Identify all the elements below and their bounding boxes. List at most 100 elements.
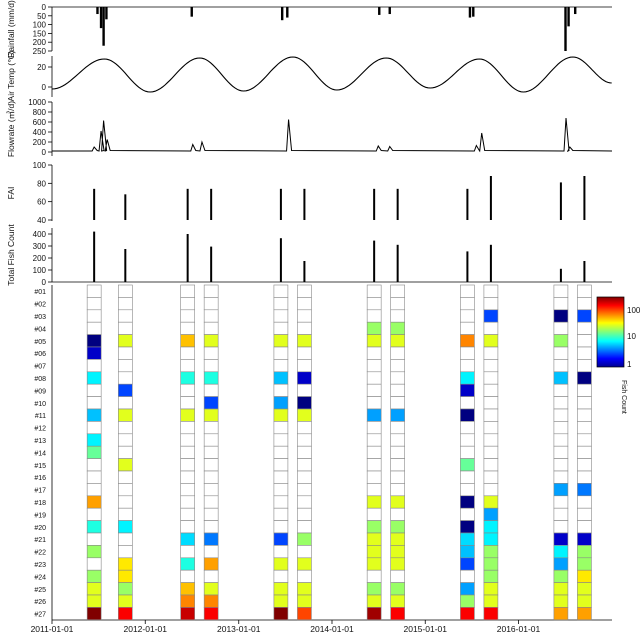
fai-ytick-label: 100 bbox=[33, 161, 47, 170]
heatmap-cell bbox=[118, 421, 133, 435]
rainfall-bar bbox=[105, 7, 108, 20]
heatmap-cell bbox=[390, 569, 405, 583]
heatmap-cell bbox=[273, 334, 289, 348]
heatmap-cell bbox=[366, 557, 382, 571]
heatmap-cell bbox=[86, 309, 102, 323]
heatmap-cell bbox=[460, 607, 475, 621]
heatmap-cell bbox=[273, 607, 289, 621]
heatmap-cell bbox=[86, 421, 102, 435]
fai-bar bbox=[583, 176, 586, 220]
heatmap-cell bbox=[86, 346, 102, 360]
heatmap-cell bbox=[86, 557, 102, 571]
heatmap-cell bbox=[180, 421, 195, 435]
heatmap-cell bbox=[577, 433, 592, 447]
fishcount-bar bbox=[373, 240, 376, 282]
heatmap-cell bbox=[577, 321, 592, 335]
heatmap-cell bbox=[203, 557, 219, 571]
heatmap-cell bbox=[553, 520, 569, 534]
heatmap-cell bbox=[273, 408, 289, 422]
heatmap-cell bbox=[483, 383, 499, 397]
colorbar-gradient bbox=[596, 296, 625, 368]
heatmap-cell bbox=[577, 383, 592, 397]
heatmap-cell bbox=[390, 383, 405, 397]
heatmap-cell bbox=[483, 557, 499, 571]
heatmap-cell bbox=[460, 321, 475, 335]
heatmap-cell bbox=[273, 458, 289, 472]
heatmap-cell bbox=[553, 594, 569, 608]
heatmap-cell bbox=[273, 309, 289, 323]
fai-bar bbox=[373, 188, 376, 220]
heatmap-cell bbox=[460, 495, 475, 509]
heatmap-cell bbox=[460, 569, 475, 583]
colorbar-tick-1: 1 bbox=[627, 360, 632, 369]
heatmap-cell bbox=[483, 470, 499, 484]
heatmap-cell bbox=[297, 445, 312, 459]
heatmap-cell bbox=[483, 594, 499, 608]
colorbar-tick-100: 100 bbox=[627, 306, 641, 315]
heatmap-cell bbox=[297, 346, 312, 360]
heatmap-cell bbox=[297, 495, 312, 509]
heatmap-cell bbox=[273, 483, 289, 497]
heatmap-cell bbox=[86, 507, 102, 521]
heatmap-cell bbox=[297, 470, 312, 484]
heatmap-cell bbox=[203, 433, 219, 447]
heatmap-cell bbox=[273, 532, 289, 546]
heatmap-cell bbox=[118, 445, 133, 459]
heatmap-cell bbox=[460, 582, 475, 596]
rainfall-ytick-label: 200 bbox=[33, 38, 47, 47]
heatmap-cell bbox=[203, 359, 219, 373]
heatmap-cell bbox=[366, 321, 382, 335]
heatmap-cell bbox=[390, 458, 405, 472]
heatmap-cell bbox=[553, 309, 569, 323]
heatmap-cell bbox=[297, 594, 312, 608]
flowrate-line bbox=[52, 117, 613, 153]
flowrate-ytick-label: 400 bbox=[33, 128, 47, 137]
heatmap-cell bbox=[203, 321, 219, 335]
heatmap-row-label: #11 bbox=[35, 413, 46, 420]
heatmap-cell bbox=[180, 458, 195, 472]
heatmap-cell bbox=[273, 359, 289, 373]
heatmap-cell bbox=[460, 396, 475, 410]
heatmap-cell bbox=[390, 421, 405, 435]
heatmap-cell bbox=[553, 458, 569, 472]
heatmap-cell bbox=[118, 520, 133, 534]
fai-ytick-label: 40 bbox=[37, 216, 46, 225]
heatmap-cell bbox=[460, 383, 475, 397]
heatmap-cell bbox=[118, 458, 133, 472]
heatmap-cell bbox=[390, 297, 405, 311]
heatmap-cell bbox=[203, 408, 219, 422]
heatmap-cell bbox=[273, 582, 289, 596]
heatmap-cell bbox=[86, 371, 102, 385]
heatmap-cell bbox=[273, 433, 289, 447]
heatmap-cell bbox=[483, 445, 499, 459]
heatmap-cell bbox=[390, 334, 405, 348]
heatmap-cell bbox=[577, 346, 592, 360]
heatmap-cell bbox=[553, 607, 569, 621]
heatmap-cell bbox=[273, 594, 289, 608]
heatmap-cell bbox=[577, 421, 592, 435]
flowrate-ytick-label: 1000 bbox=[28, 98, 46, 107]
heatmap-cell bbox=[118, 433, 133, 447]
heatmap-cell bbox=[390, 321, 405, 335]
heatmap-cell bbox=[366, 569, 382, 583]
heatmap-cell bbox=[460, 532, 475, 546]
heatmap-cell bbox=[118, 371, 133, 385]
heatmap-cell bbox=[577, 396, 592, 410]
heatmap-cell bbox=[203, 532, 219, 546]
heatmap-cell bbox=[297, 507, 312, 521]
fai-bar bbox=[93, 188, 96, 220]
heatmap-cell bbox=[460, 594, 475, 608]
fishcount-bar bbox=[396, 244, 399, 282]
fishcount-bar bbox=[303, 261, 306, 282]
heatmap-cell bbox=[460, 334, 475, 348]
heatmap-row-label: #19 bbox=[34, 512, 46, 519]
heatmap-cell bbox=[86, 545, 102, 559]
heatmap-cell bbox=[460, 408, 475, 422]
heatmap-cell bbox=[86, 520, 102, 534]
airtemp-ytick-label: 0 bbox=[42, 83, 47, 92]
fishcount-ytick-label: 300 bbox=[33, 242, 47, 251]
rainfall-ytick-label: 150 bbox=[33, 29, 47, 38]
heatmap-cell bbox=[203, 594, 219, 608]
fai-bar bbox=[186, 188, 189, 220]
heatmap-cell bbox=[577, 309, 592, 323]
